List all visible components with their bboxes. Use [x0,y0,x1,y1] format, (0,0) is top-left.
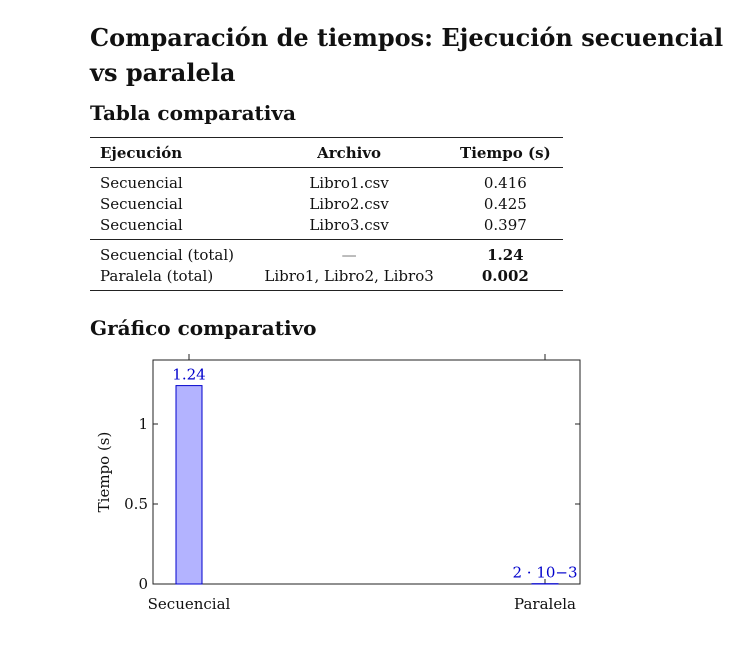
cell-archivo: — [250,239,448,265]
column-header-tiempo: Tiempo (s) [447,137,563,168]
table-header-row: Ejecución Archivo Tiempo (s) [90,137,563,168]
cell-ejecucion: Secuencial [100,194,183,213]
cell-archivo: Libro1.csv [309,173,389,192]
table-row: Secuencial Libro3.csv 0.397 [90,214,563,240]
y-tick-label: 1 [138,415,148,433]
document-title: Comparación de tiempos: Ejecución secuen… [90,23,724,87]
x-tick-label: Paralela [514,595,576,613]
data-label: 2 · 10−3 [512,564,577,582]
cell-archivo: Libro3.csv [309,215,389,234]
x-tick-label: Secuencial [148,595,231,613]
y-tick-label: 0 [138,575,148,593]
cell-tiempo: 0.416 [483,173,527,192]
comparison-table-container: Ejecución Archivo Tiempo (s) Secuencial … [90,137,563,291]
cell-tiempo: 1.24 [447,239,563,265]
table-total-row: Secuencial (total) — 1.24 [90,239,563,265]
cell-tiempo: 0.425 [483,194,527,213]
cell-ejecucion: Secuencial [100,173,183,192]
cell-archivo: Libro1, Libro2, Libro3 [250,265,448,291]
y-axis-label: Tiempo (s) [95,432,113,513]
comparison-table: Ejecución Archivo Tiempo (s) Secuencial … [90,137,563,291]
chart-section-heading: Gráfico comparativo [90,316,317,340]
cell-archivo: Libro2.csv [309,194,389,213]
table-section-heading: Tabla comparativa [90,101,296,125]
bar-secuencial [175,385,203,585]
y-tick-label: 0.5 [124,495,148,513]
cell-ejecucion: Paralela (total) [90,265,251,291]
table-row: Secuencial Libro2.csv 0.425 [90,193,563,214]
data-label: 1.24 [172,366,205,384]
table-total-row: Paralela (total) Libro1, Libro2, Libro3 … [90,265,563,291]
cell-ejecucion: Secuencial [100,215,183,234]
cell-ejecucion: Secuencial (total) [90,239,251,265]
column-header-ejecucion: Ejecución [90,137,251,168]
plot-area-frame [152,359,581,585]
column-header-archivo: Archivo [250,137,448,168]
table-row: Secuencial Libro1.csv 0.416 [90,168,563,194]
cell-tiempo: 0.002 [447,265,563,291]
cell-tiempo: 0.397 [483,215,527,234]
